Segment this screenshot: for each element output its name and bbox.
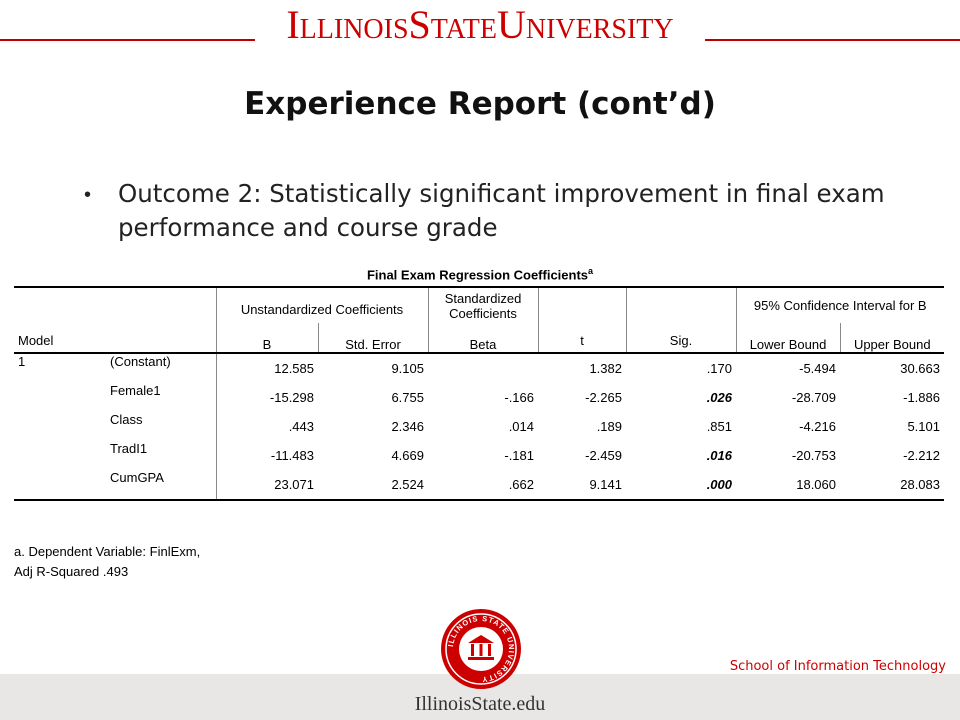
header-lower-bound: Lower Bound [736, 323, 841, 353]
slide-title: Experience Report (cont’d) [244, 86, 716, 122]
cell-beta: -.166 [504, 390, 534, 405]
university-wordmark: IllinoisStateUniversity [286, 2, 674, 47]
header-standardized: Standardized Coefficients [428, 287, 539, 323]
cell-t: -2.459 [585, 448, 622, 463]
header-model: Model [14, 287, 217, 353]
variable-name: TradI1 [106, 441, 217, 470]
cell-upper-bound: -1.886 [903, 390, 940, 405]
cell-t: 1.382 [589, 361, 622, 376]
header-ci: 95% Confidence Interval for B [753, 298, 927, 313]
cell-b: .443 [288, 419, 314, 434]
bullet-text: Outcome 2: Statistically significant imp… [118, 179, 885, 242]
cell-lower-bound: -28.709 [791, 390, 836, 405]
model-number: 1 [18, 354, 26, 369]
university-seal-icon: ILLINOIS STATE UNIVERSITY [441, 609, 521, 689]
model-number [14, 470, 106, 500]
footer-site: IllinoisState.edu [414, 693, 546, 715]
cell-sig: .851 [706, 419, 732, 434]
table-footnote: a. Dependent Variable: FinlExm, Adj R-Sq… [14, 542, 200, 582]
table-title: Final Exam Regression Coefficientsa [14, 262, 946, 284]
cell-b: 23.071 [274, 477, 314, 492]
cell-b: -11.483 [270, 448, 314, 463]
cell-upper-bound: 30.663 [900, 361, 940, 376]
cell-sig: .170 [706, 361, 732, 376]
cell-std-error: 9.105 [391, 361, 424, 376]
cell-std-error: 4.669 [391, 448, 424, 463]
cell-b: 12.585 [274, 361, 314, 376]
cell-upper-bound: 28.083 [900, 477, 940, 492]
variable-name: CumGPA [106, 470, 217, 500]
model-number [14, 441, 106, 470]
footnote-dependent-variable: a. Dependent Variable: FinlExm, [14, 544, 201, 559]
cell-beta: .662 [508, 477, 534, 492]
regression-table: Model Unstandardized Coefficients Standa… [14, 286, 944, 501]
school-name: School of Information Technology [729, 659, 946, 674]
header-unstandardized: Unstandardized Coefficients [216, 287, 429, 323]
table-row: TradI1 -11.483 4.669 -.181 -2.459 .016 -20.753… [14, 441, 944, 470]
cell-std-error: 2.346 [391, 419, 424, 434]
footnote-adj-r-squared: Adj R-Squared .493 [14, 564, 129, 579]
header-std-error: Std. Error [318, 323, 429, 353]
header-beta: Beta [428, 323, 539, 353]
table-title-sup: a [588, 266, 594, 276]
cell-t: -2.265 [585, 390, 622, 405]
cell-sig: .000 [706, 477, 732, 492]
cell-beta [428, 353, 538, 383]
header-t: t [538, 287, 627, 353]
header-upper-bound: Upper Bound [853, 337, 931, 352]
cell-sig: .026 [706, 390, 732, 405]
cell-t: 9.141 [589, 477, 622, 492]
cell-upper-bound: -2.212 [903, 448, 940, 463]
cell-std-error: 6.755 [391, 390, 424, 405]
cell-lower-bound: -4.216 [799, 419, 836, 434]
model-number [14, 383, 106, 412]
cell-lower-bound: -20.753 [791, 448, 836, 463]
bullet-icon: • [84, 184, 92, 206]
banner-rule-left [0, 39, 255, 41]
cell-std-error: 2.524 [391, 477, 424, 492]
cell-upper-bound: 5.101 [907, 419, 940, 434]
table-row: 1 (Constant) 12.585 9.105 1.382 .170 -5.494 30.… [14, 353, 944, 383]
model-number [14, 412, 106, 441]
variable-name: Class [106, 412, 217, 441]
cell-beta: -.181 [504, 448, 534, 463]
banner-rule-right [705, 39, 960, 41]
cell-t: .189 [596, 419, 622, 434]
header-banner: IllinoisStateUniversity [0, 0, 960, 47]
variable-name: Female1 [106, 383, 217, 412]
variable-name: (Constant) [106, 353, 217, 383]
cell-sig: .016 [706, 448, 732, 463]
header-b: B [216, 323, 319, 353]
table-row: CumGPA 23.071 2.524 .662 9.141 .000 18.060 28.0… [14, 470, 944, 500]
header-sig: Sig. [626, 287, 737, 353]
cell-beta: .014 [508, 419, 534, 434]
table-row: Female1 -15.298 6.755 -.166 -2.265 .026 -28.70… [14, 383, 944, 412]
cell-lower-bound: 18.060 [796, 477, 836, 492]
cell-b: -15.298 [269, 390, 314, 405]
table-title-text: Final Exam Regression Coefficients [366, 267, 589, 283]
cell-lower-bound: -5.494 [799, 361, 836, 376]
table-row: Class .443 2.346 .014 .189 .851 -4.216 5.101 [14, 412, 944, 441]
